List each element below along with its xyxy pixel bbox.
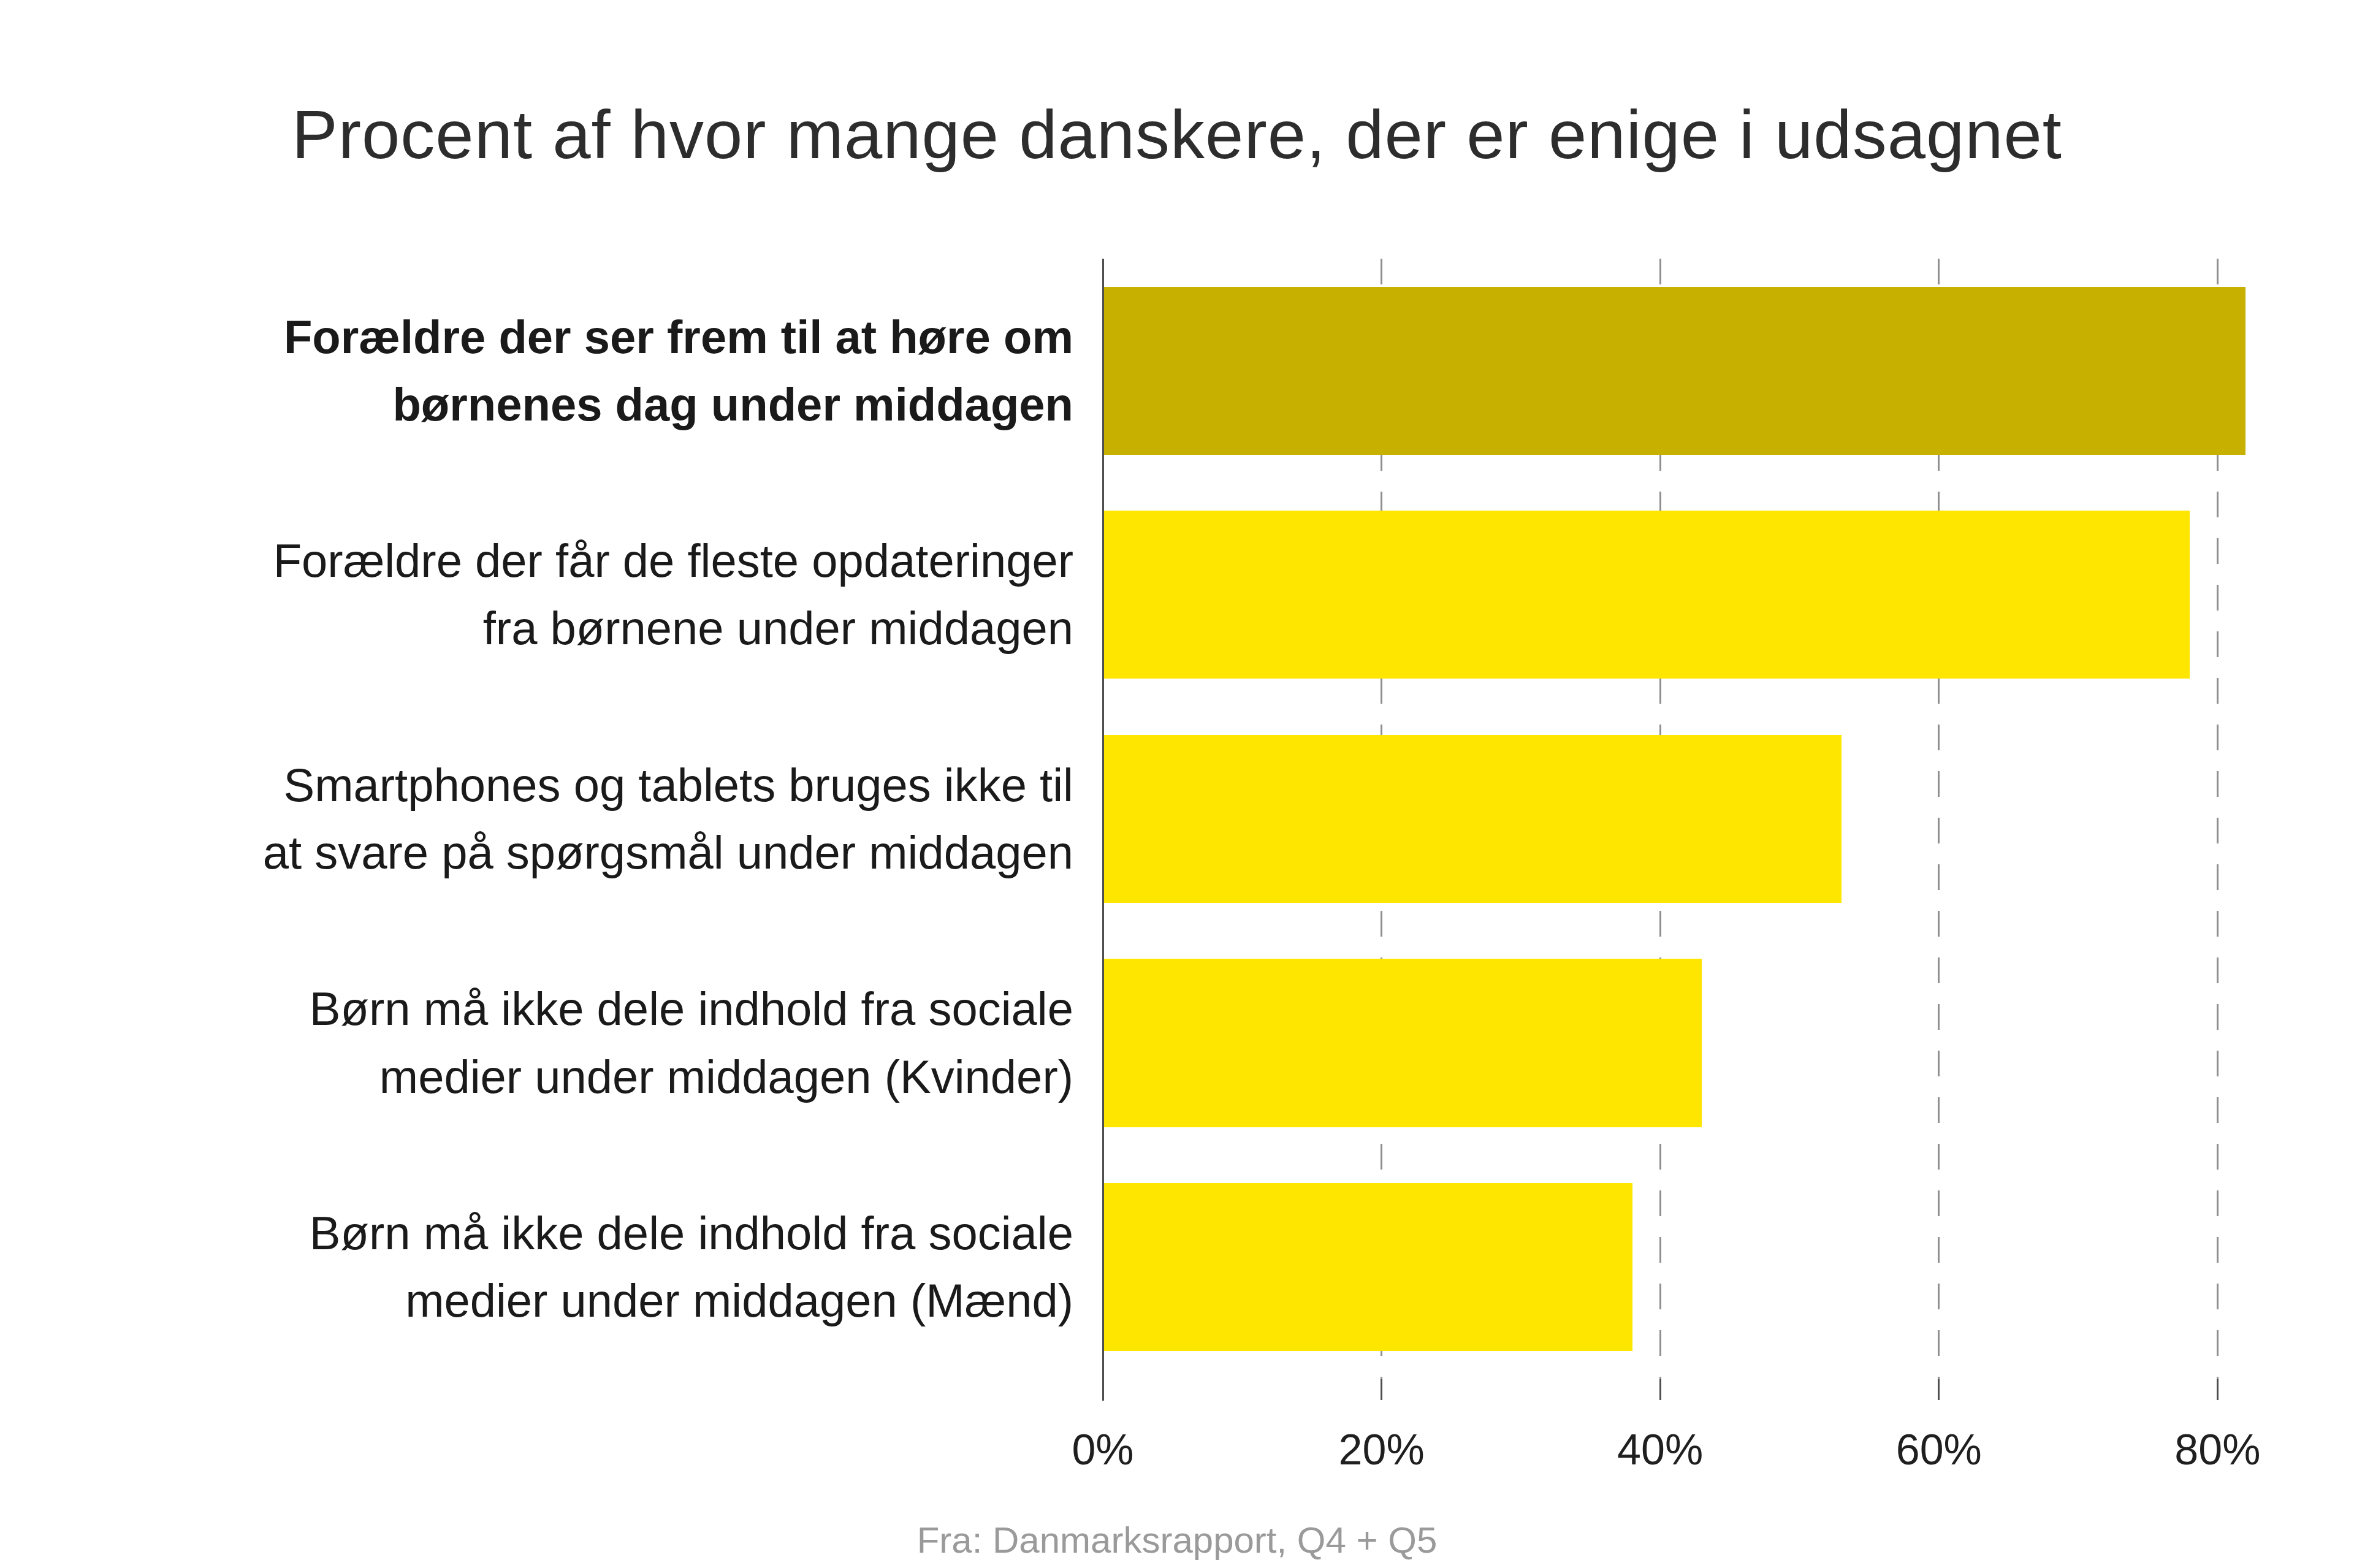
bar-2 [1103,511,2190,679]
category-label-3: Smartphones og tablets bruges ikke til a… [0,707,1103,931]
bar-area-2 [1103,483,2287,707]
bar-area-5 [1103,1155,2287,1379]
x-tick-label-20: 20% [1339,1425,1425,1474]
x-tick-20 [1381,1379,1382,1400]
x-tick-label-40: 40% [1617,1425,1703,1474]
source-note: Fra: Danmarksrapport, Q4 + Q5 [0,1519,2354,1561]
category-label-5: Børn må ikke dele indhold fra sociale me… [0,1155,1103,1379]
bar-5 [1103,1183,1632,1351]
x-tick-label-0: 0% [1072,1425,1133,1474]
chart-row-3: Smartphones og tablets bruges ikke til a… [0,707,2354,931]
category-label-4: Børn må ikke dele indhold fra sociale me… [0,931,1103,1155]
bar-area-4 [1103,931,2287,1155]
chart-row-1: Forældre der ser frem til at høre om bør… [0,259,2354,483]
bar-4 [1103,959,1702,1127]
chart-figure: Procent af hvor mange danskere, der er e… [0,0,2354,1568]
chart-row-4: Børn må ikke dele indhold fra sociale me… [0,931,2354,1155]
chart-row-5: Børn må ikke dele indhold fra sociale me… [0,1155,2354,1379]
category-label-2: Forældre der får de fleste opdateringer … [0,483,1103,707]
bar-rows: Forældre der ser frem til at høre om bør… [0,259,2354,1379]
y-axis-line [1102,259,1104,1401]
chart-title: Procent af hvor mange danskere, der er e… [0,95,2354,174]
x-tick-80 [2217,1379,2219,1400]
bar-3 [1103,735,1842,903]
chart-row-2: Forældre der får de fleste opdateringer … [0,483,2354,707]
category-label-1: Forældre der ser frem til at høre om bør… [0,259,1103,483]
bar-area-3 [1103,707,2287,931]
x-tick-label-80: 80% [2174,1425,2260,1474]
bar-area-1 [1103,259,2287,483]
bar-1 [1103,287,2245,455]
x-tick-40 [1659,1379,1661,1400]
x-tick-60 [1938,1379,1940,1400]
x-tick-label-60: 60% [1896,1425,1982,1474]
